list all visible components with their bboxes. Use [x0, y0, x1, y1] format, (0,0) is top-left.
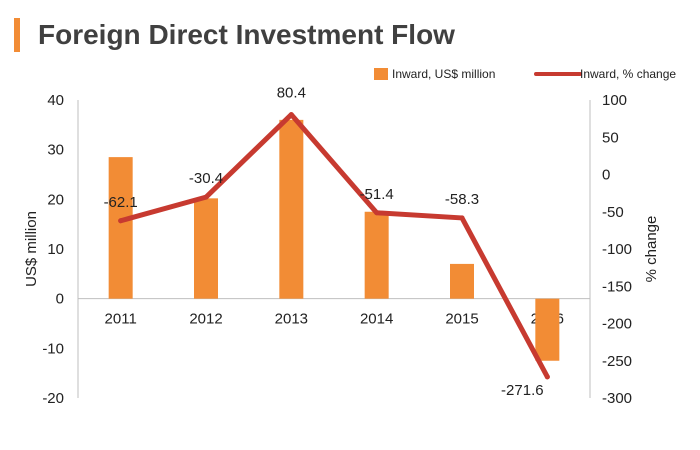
left-tick-label: 20 — [47, 191, 64, 208]
right-tick-label: -200 — [602, 316, 632, 333]
right-tick-label: -100 — [602, 241, 632, 258]
right-tick-label: -150 — [602, 278, 632, 295]
legend-bar-swatch — [374, 68, 388, 80]
bar — [194, 198, 218, 299]
line-point — [288, 112, 294, 118]
data-labels: -62.1 -30.4 80.4 -51.4 -58.3 -271.6 — [104, 85, 544, 399]
left-tick-label: -20 — [42, 390, 64, 407]
legend: Inward, US$ million Inward, % change — [374, 67, 676, 81]
line-point — [374, 210, 380, 216]
legend-line-label: Inward, % change — [580, 67, 676, 81]
right-tick-label: 50 — [602, 129, 619, 146]
left-axis-title: US$ million — [23, 211, 40, 287]
bar — [450, 263, 474, 299]
bar-series — [108, 119, 560, 361]
data-label: -51.4 — [360, 186, 394, 203]
right-tick-label: -300 — [602, 390, 632, 407]
x-tick-label: 2011 — [105, 311, 137, 328]
line-point — [459, 215, 465, 221]
title-accent-bar — [14, 18, 20, 52]
line-point — [203, 194, 209, 200]
chart-axes: 403020100-10-20100500-50-100-150-200-250… — [23, 92, 660, 407]
legend-bar-label: Inward, US$ million — [392, 67, 495, 81]
line-point — [118, 218, 124, 224]
right-tick-label: 100 — [602, 92, 627, 109]
title-block: Foreign Direct Investment Flow — [14, 18, 455, 52]
data-label: -58.3 — [445, 191, 479, 208]
x-tick-label: 2014 — [360, 311, 393, 328]
x-tick-label: 2015 — [445, 311, 478, 328]
data-label: -271.6 — [501, 382, 544, 399]
left-tick-label: 30 — [47, 142, 64, 159]
bar — [535, 298, 560, 361]
right-tick-label: -50 — [602, 204, 624, 221]
right-tick-label: -250 — [602, 353, 632, 370]
page-title: Foreign Direct Investment Flow — [38, 19, 455, 50]
data-label: -30.4 — [189, 170, 223, 187]
x-tick-label: 2013 — [275, 311, 308, 328]
right-axis-title: % change — [643, 216, 660, 283]
x-tick-label: 2012 — [189, 311, 222, 328]
line-path — [118, 112, 550, 380]
bar — [108, 157, 133, 299]
left-tick-label: 0 — [56, 291, 64, 308]
line-series — [118, 112, 550, 380]
line-point — [544, 374, 550, 380]
left-tick-label: 10 — [47, 241, 64, 258]
right-tick-label: 0 — [602, 167, 610, 184]
left-tick-label: 40 — [47, 92, 64, 109]
data-label: -62.1 — [104, 194, 138, 211]
bar — [279, 119, 304, 299]
bar — [364, 211, 389, 299]
left-tick-label: -10 — [42, 340, 64, 357]
data-label: 80.4 — [277, 85, 306, 102]
